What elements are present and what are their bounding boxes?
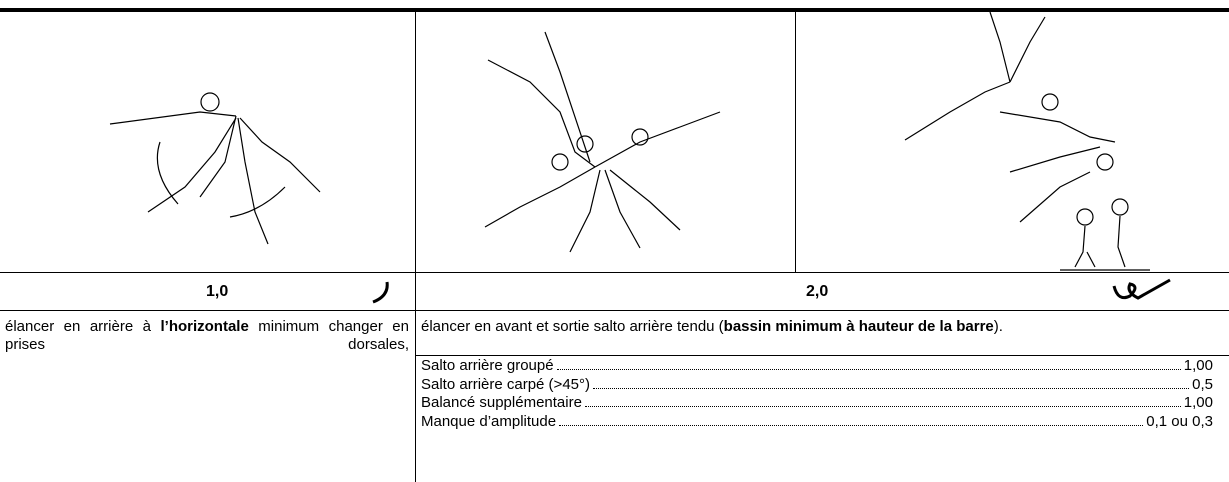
- deduction-label: Salto arrière groupé: [421, 357, 554, 374]
- deduction-row: Manque d’amplitude 0,1 ou 0,3: [421, 413, 1213, 432]
- description: élancer en arrière à l’horizontale minim…: [5, 318, 409, 354]
- deduction-row: Salto arrière groupé 1,00: [421, 357, 1213, 376]
- text: élancer en avant et sortie salto arrière…: [421, 318, 724, 335]
- deduction-label: Balancé supplémentaire: [421, 394, 582, 411]
- deduction-label: Salto arrière carpé (>45°): [421, 375, 590, 393]
- deduction-value: 0,5: [1192, 375, 1213, 393]
- deduction-value: 1,00: [1183, 394, 1213, 411]
- row-divider: [0, 272, 1229, 273]
- illustrations: [109, 12, 1150, 271]
- value-label: 1,0: [206, 283, 229, 300]
- figure-left: [109, 92, 321, 245]
- deduction-value: 1,00: [1183, 357, 1213, 374]
- leader: [559, 424, 1144, 426]
- value-label: 2,0: [806, 283, 829, 300]
- text: élancer en arrière à: [5, 318, 161, 335]
- deduction-label: Manque d’amplitude: [421, 412, 557, 430]
- text: minimum changer en prises dorsales,: [5, 318, 409, 353]
- bold-text: bassin minimum à hauteur de la barre: [723, 318, 994, 335]
- deduction-row: Salto arrière carpé (>45°) 0,5: [421, 376, 1213, 395]
- bold-text: l’horizontale: [160, 318, 249, 335]
- text: ).: [993, 318, 1003, 335]
- figure-right: [904, 12, 1150, 271]
- symbol: [372, 281, 389, 304]
- row-divider: [415, 355, 1229, 356]
- leader: [584, 406, 1181, 407]
- deduction-list: Salto arrière groupé 1,00 Salto arrière ca…: [421, 357, 1213, 431]
- leader: [556, 369, 1181, 370]
- top-rule: [0, 8, 1229, 12]
- column-divider: [795, 12, 796, 272]
- figure-middle: [484, 31, 721, 253]
- symbol: [1112, 278, 1171, 300]
- row-divider: [0, 310, 1229, 311]
- deduction-row: Balancé supplémentaire 1,00: [421, 394, 1213, 413]
- column-divider: [415, 12, 416, 482]
- description: élancer en avant et sortie salto arrière…: [421, 318, 1221, 336]
- deduction-value: 0,1 ou 0,3: [1146, 412, 1213, 430]
- leader: [593, 387, 1190, 389]
